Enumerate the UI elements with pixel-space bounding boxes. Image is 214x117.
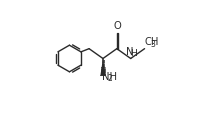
Text: 3: 3: [151, 40, 155, 49]
Text: CH: CH: [145, 37, 159, 47]
Text: H: H: [130, 49, 137, 58]
Text: 2: 2: [108, 74, 112, 83]
Text: NH: NH: [102, 72, 117, 82]
Text: N: N: [126, 47, 133, 57]
Text: O: O: [114, 21, 121, 31]
Polygon shape: [100, 58, 106, 75]
